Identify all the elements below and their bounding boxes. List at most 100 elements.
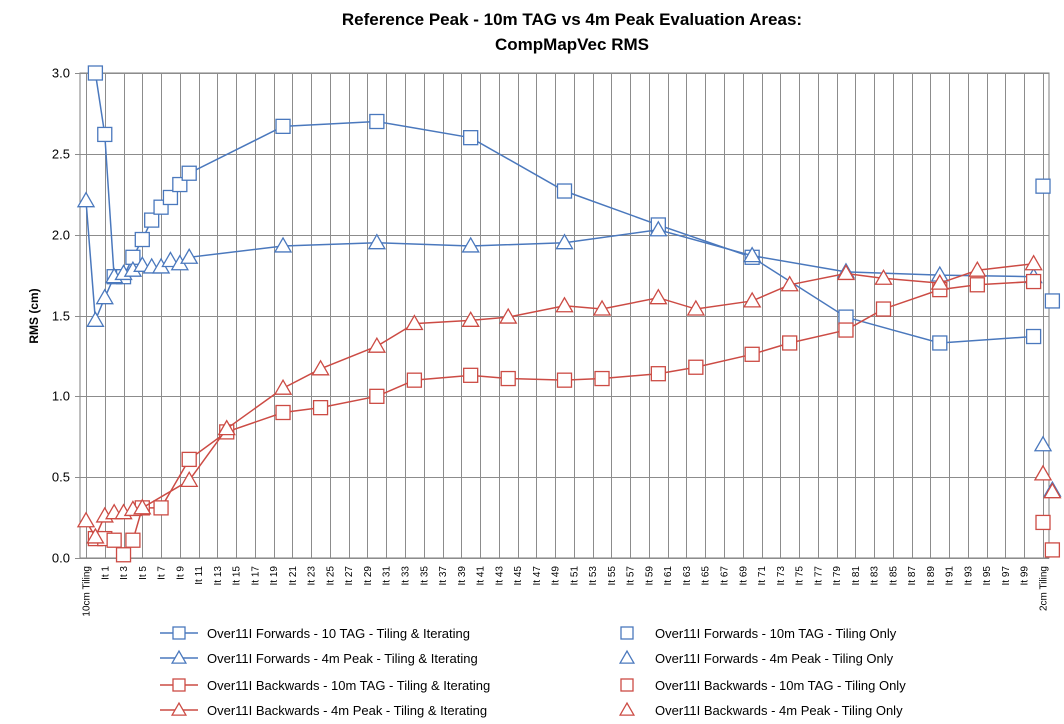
x-tick-label: It 39 — [457, 566, 468, 586]
x-tick-label: It 31 — [382, 566, 393, 586]
legend-entry-0: Over11I Forwards - 10 TAG - Tiling & Ite… — [160, 626, 470, 641]
data-point — [273, 378, 293, 395]
legend-marker — [620, 626, 634, 640]
x-tick-label: It 25 — [325, 566, 336, 586]
data-point — [556, 372, 573, 388]
x-tick-label: It 51 — [569, 566, 580, 586]
x-tick-label: It 69 — [738, 566, 749, 586]
series-layer — [76, 65, 1062, 563]
x-tick-labels: 10cm Tiling It 1 It 3 It 5 It 7 It 9 It 11 It 1… — [82, 566, 1050, 617]
series-6 — [76, 254, 1043, 544]
legend-marker — [620, 678, 634, 692]
y-tick-label: 2.5 — [52, 147, 70, 162]
x-tick-label: It 33 — [401, 566, 412, 586]
grid-layer — [75, 72, 1050, 559]
data-point — [76, 511, 96, 528]
series-7 — [1033, 464, 1062, 499]
data-point — [369, 388, 385, 404]
data-point — [125, 532, 141, 548]
x-tick-label: It 81 — [851, 566, 862, 586]
data-point — [463, 130, 479, 146]
legend-marker — [618, 649, 636, 664]
data-point — [836, 264, 856, 281]
x-tick-label: It 91 — [945, 566, 956, 586]
x-tick-label: It 19 — [269, 566, 280, 586]
data-point — [463, 367, 479, 383]
legend-label: Over11I Backwards - 4m Peak - Tiling & I… — [207, 703, 487, 718]
x-tick-label: It 11 — [194, 566, 205, 585]
data-point — [742, 246, 762, 263]
data-point — [1025, 273, 1042, 290]
y-tick-label: 0.0 — [52, 551, 70, 566]
legend-entry-7: Over11I Backwards - 4m Peak - Tiling Onl… — [618, 701, 903, 718]
data-point — [555, 233, 574, 250]
data-point — [1044, 542, 1061, 558]
x-tick-label: It 29 — [363, 566, 374, 586]
x-tick-label: It 71 — [757, 566, 768, 586]
x-tick-label: It 41 — [476, 566, 487, 586]
data-point — [461, 236, 480, 253]
legend-label: Over11I Backwards - 10m TAG - Tiling & I… — [207, 678, 490, 693]
x-tick-label: It 37 — [438, 566, 449, 586]
x-tick-label: It 23 — [307, 566, 318, 586]
legend-marker — [172, 678, 186, 692]
data-point — [86, 527, 105, 544]
data-point — [153, 500, 169, 516]
data-point — [162, 189, 179, 206]
data-point — [180, 471, 199, 488]
data-point — [874, 268, 893, 285]
series-4 — [87, 273, 1042, 563]
data-point — [875, 301, 892, 317]
legend: Over11I Forwards - 10 TAG - Tiling & Ite… — [160, 626, 906, 718]
x-tick-label: It 77 — [813, 566, 824, 586]
y-tick-labels: 0.0 0.5 1.0 1.5 2.0 2.5 3.0 — [52, 66, 70, 566]
x-tick-label: It 67 — [720, 566, 731, 586]
series-5 — [1035, 514, 1061, 558]
data-point — [367, 336, 387, 353]
data-point — [592, 299, 612, 316]
data-point — [838, 322, 854, 338]
data-point — [405, 314, 424, 331]
x-tick-label: It 57 — [626, 566, 637, 586]
x-tick-label: It 75 — [795, 566, 806, 586]
x-tick-label: It 3 — [119, 566, 130, 580]
legend-marker — [170, 701, 188, 716]
data-point — [97, 126, 113, 143]
data-point — [1033, 435, 1053, 452]
y-tick-label: 0.5 — [52, 470, 70, 485]
legend-entry-5: Over11I Backwards - 10m TAG - Tiling Onl… — [620, 678, 906, 693]
data-point — [180, 247, 199, 264]
legend-marker — [618, 701, 636, 716]
data-point — [181, 451, 197, 468]
data-point — [181, 165, 197, 181]
x-tick-label: It 79 — [832, 566, 843, 586]
x-tick-label: It 65 — [701, 566, 712, 586]
data-point — [1025, 328, 1042, 345]
x-tick-label: It 55 — [607, 566, 618, 586]
data-point — [161, 251, 180, 268]
data-point — [556, 183, 573, 199]
data-point — [144, 212, 160, 228]
x-tick-label: It 53 — [588, 566, 599, 586]
series-1 — [1035, 178, 1061, 309]
x-tick-label: It 13 — [213, 566, 224, 586]
data-point — [76, 191, 96, 208]
x-tick-label: It 21 — [288, 566, 299, 586]
legend-marker — [172, 626, 186, 640]
legend-entry-6: Over11I Backwards - 4m Peak - Tiling & I… — [160, 701, 487, 718]
x-tick-label: It 15 — [232, 566, 243, 586]
x-tick-label: 2cm Tiling — [1039, 566, 1050, 611]
legend-marker — [170, 649, 188, 664]
data-point — [1035, 514, 1051, 531]
data-point — [172, 176, 188, 193]
x-tick-label: It 49 — [551, 566, 562, 586]
x-tick-label: It 35 — [419, 566, 430, 586]
x-tick-label: It 83 — [870, 566, 881, 586]
x-tick-label: It 47 — [532, 566, 543, 586]
data-point — [1043, 482, 1062, 499]
data-point — [275, 404, 291, 421]
x-tick-label: It 61 — [663, 566, 674, 586]
x-tick-label: It 27 — [344, 566, 355, 586]
